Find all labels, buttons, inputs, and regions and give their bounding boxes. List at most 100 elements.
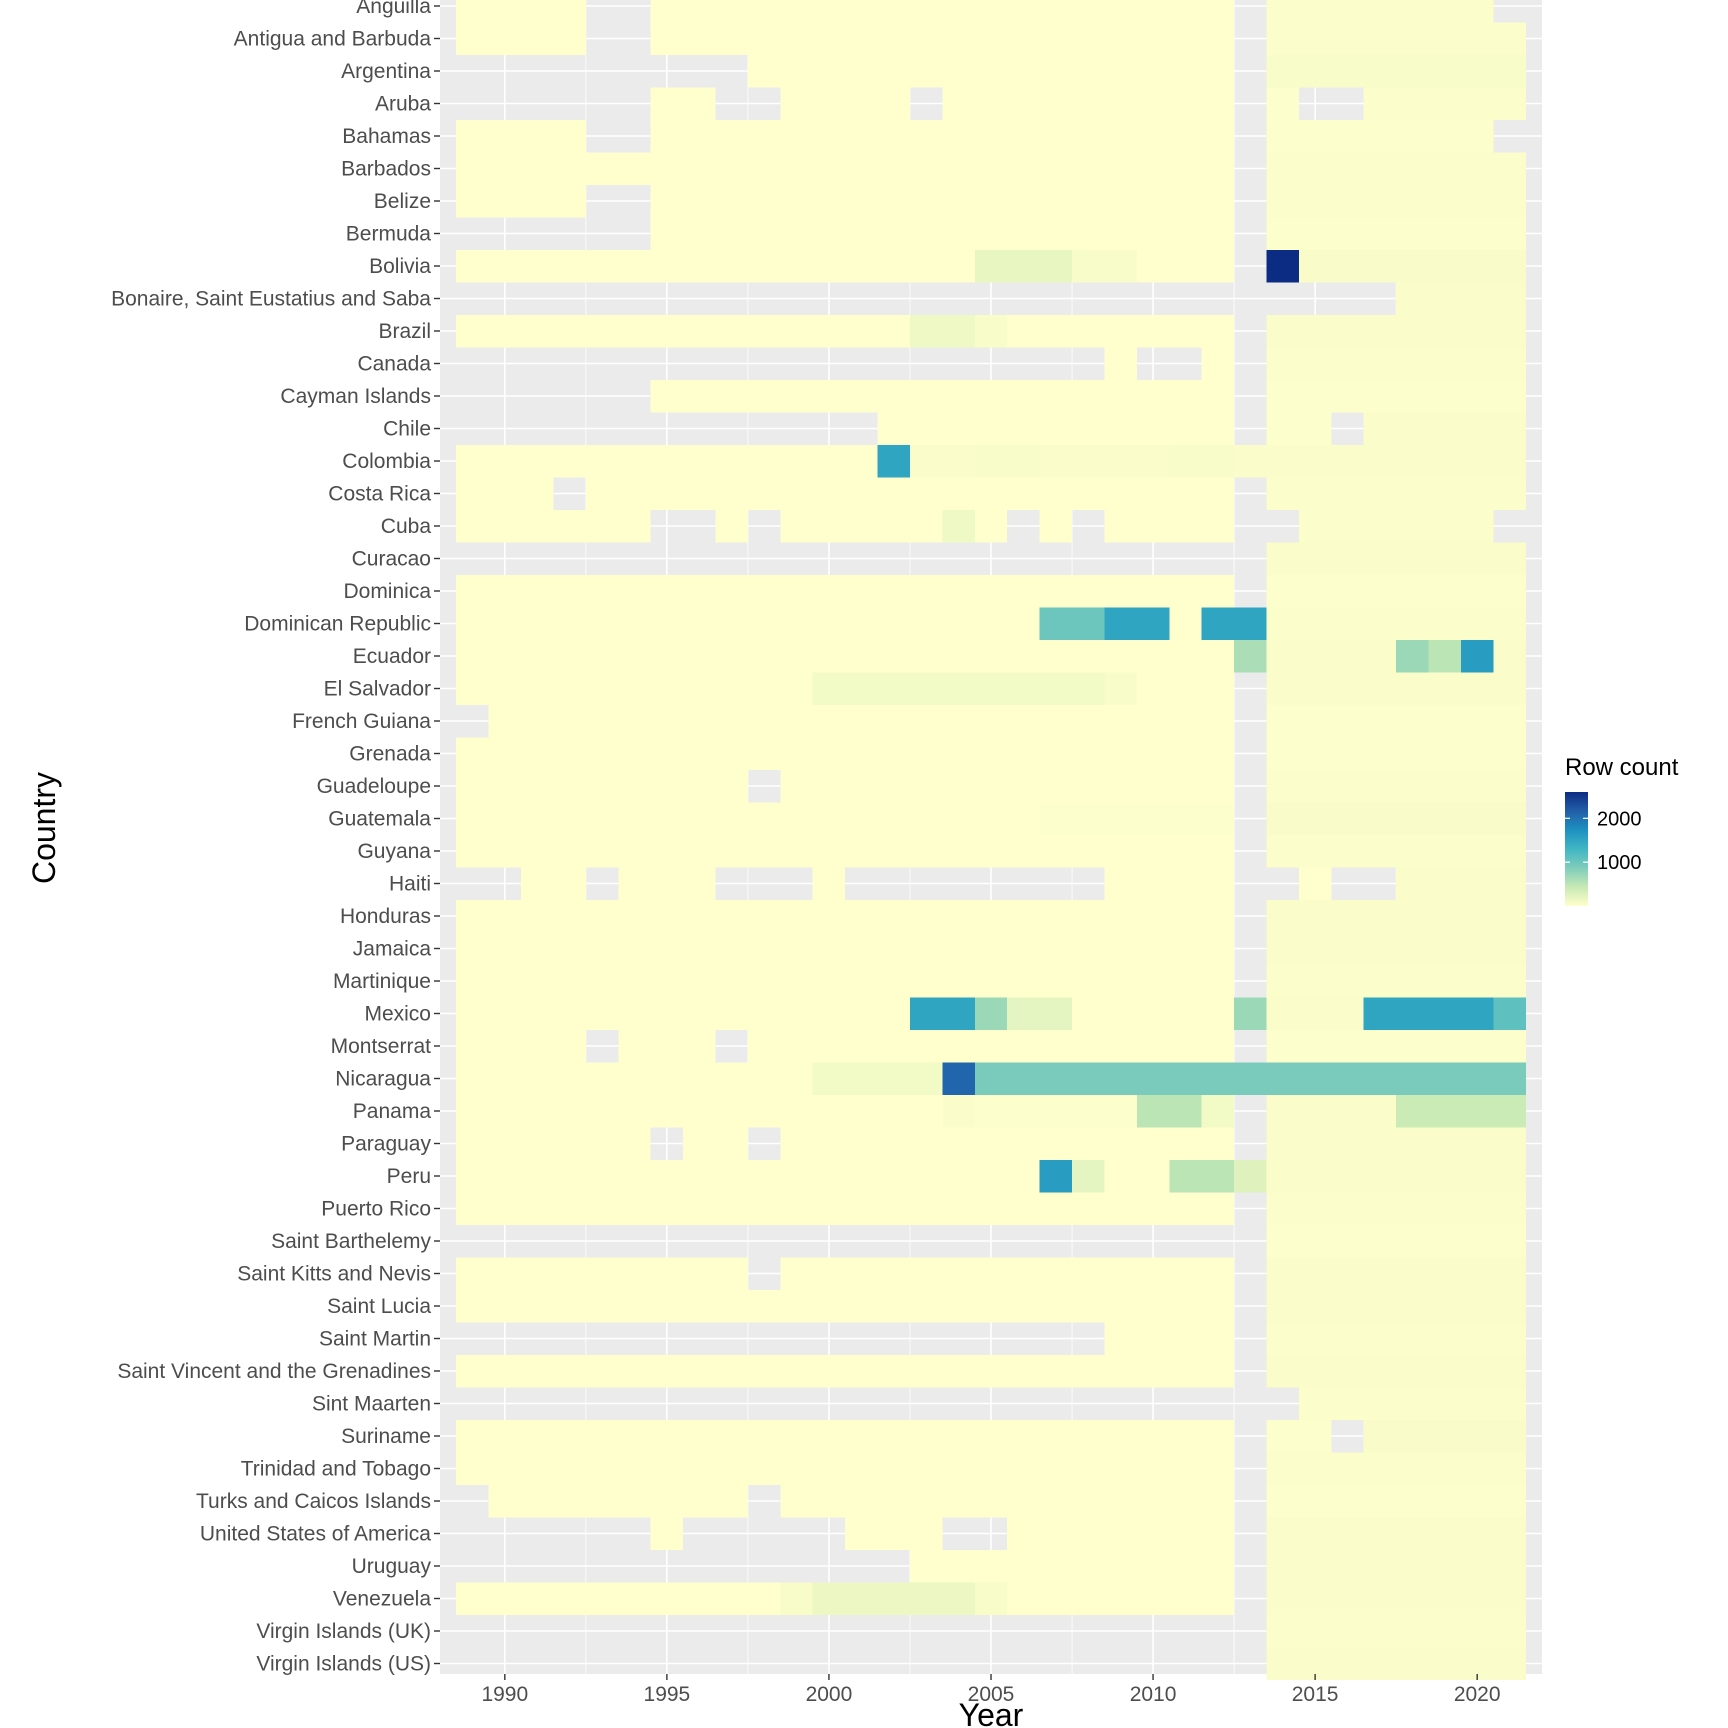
- heatmap-cell: [974, 314, 1008, 348]
- heatmap-cell: [521, 867, 586, 900]
- heatmap-cell: [456, 249, 975, 283]
- heatmap-cell: [650, 87, 716, 120]
- heatmap-cell: [618, 1029, 716, 1063]
- heatmap-cell: [942, 1094, 975, 1128]
- heatmap-cell: [1169, 607, 1202, 640]
- heatmap-cell: [456, 1029, 586, 1063]
- y-axis: Anguilla Antigua and Barbuda Argentina Arub…: [111, 0, 440, 1676]
- y-tick-label: Paraguay: [341, 1133, 431, 1156]
- heatmap-cell: [1072, 249, 1137, 283]
- y-tick-label: Trinidad and Tobago: [241, 1458, 431, 1481]
- heatmap-cell: [456, 607, 1040, 640]
- heatmap-cell: [1298, 509, 1494, 543]
- heatmap-cell: [456, 1062, 813, 1095]
- y-tick-label: Argentina: [341, 60, 431, 83]
- y-tick-label: Aruba: [375, 93, 431, 116]
- heatmap-cell: [942, 87, 1235, 120]
- heatmap-cell: [650, 0, 1235, 23]
- y-tick-label: French Guiana: [292, 710, 431, 733]
- heatmap-cell: [1234, 1159, 1267, 1193]
- heatmap-cell: [456, 802, 1040, 835]
- heatmap-cell: [1363, 1419, 1526, 1453]
- heatmap-cell: [585, 477, 1235, 510]
- heatmap-cell: [780, 1257, 1235, 1290]
- heatmap-cell: [683, 1127, 748, 1160]
- x-tick-label: 2020: [1454, 1683, 1501, 1706]
- heatmap-cell: [1039, 444, 1170, 478]
- y-tick-label: Antigua and Barbuda: [234, 28, 432, 51]
- y-tick-label: United States of America: [200, 1523, 431, 1546]
- heatmap-cell: [1266, 184, 1526, 218]
- heatmap-cell: [1104, 672, 1137, 705]
- heatmap-cell: [1039, 607, 1105, 640]
- heatmap-cell: [650, 22, 1235, 55]
- heatmap-cell: [1039, 802, 1235, 835]
- y-axis-title: Country: [26, 772, 62, 884]
- heatmap-cell: [456, 737, 1235, 770]
- heatmap-cell: [1266, 314, 1526, 348]
- heatmap-cell: [1266, 834, 1526, 868]
- heatmap-cell: [1266, 542, 1526, 575]
- heatmap-cell: [974, 1062, 1526, 1095]
- heatmap-cell: [456, 1192, 1235, 1225]
- heatmap-cell: [456, 1354, 1235, 1388]
- y-tick-label: Dominican Republic: [244, 613, 431, 636]
- heatmap-cell: [1266, 964, 1526, 998]
- heatmap-cell: [747, 54, 1235, 88]
- heatmap-cell: [974, 1094, 1137, 1128]
- y-tick-label: Saint Martin: [319, 1328, 431, 1351]
- heatmap-cell: [1234, 444, 1526, 478]
- heatmap-cell: [1266, 1159, 1526, 1193]
- heatmap-cell: [1266, 1257, 1526, 1290]
- y-tick-label: Sint Maarten: [312, 1393, 431, 1416]
- heatmap-cell: [650, 119, 1235, 153]
- heatmap-cell: [456, 834, 1235, 868]
- heatmap-cell: [1266, 1354, 1526, 1388]
- y-tick-label: El Salvador: [324, 678, 431, 701]
- heatmap-cell: [1039, 509, 1073, 543]
- y-tick-label: Turks and Caicos Islands: [196, 1490, 431, 1513]
- heatmap-cell: [812, 672, 1105, 705]
- heatmap-cell: [456, 1582, 781, 1615]
- heatmap-cell: [1396, 1094, 1526, 1128]
- heatmap-cell: [456, 477, 554, 510]
- heatmap-cell: [456, 509, 651, 543]
- y-tick-label: Cayman Islands: [280, 385, 431, 408]
- heatmap-cell: [1104, 1159, 1170, 1193]
- heatmap-cell: [650, 1517, 684, 1550]
- y-tick-label: Cuba: [381, 515, 432, 538]
- heatmap-cell: [1104, 1322, 1235, 1355]
- y-tick-label: Nicaragua: [335, 1068, 431, 1091]
- heatmap-cell: [1493, 997, 1526, 1030]
- heatmap-cell: [1266, 1484, 1526, 1518]
- heatmap-cell: [1136, 1094, 1202, 1128]
- heatmap-cell: [1266, 704, 1526, 738]
- heatmap-cell: [650, 184, 1235, 218]
- heatmap-cell: [1298, 867, 1332, 900]
- heatmap-cell: [1363, 412, 1526, 445]
- heatmap-cell: [1007, 997, 1073, 1030]
- x-axis-title: Year: [959, 1697, 1024, 1728]
- heatmap-cell: [456, 22, 586, 55]
- heatmap-cell: [1298, 249, 1526, 283]
- heatmap-cell: [1266, 119, 1494, 153]
- heatmap-cell: [974, 509, 1008, 543]
- y-tick-label: Barbados: [341, 158, 431, 181]
- heatmap-cell: [1266, 0, 1494, 23]
- heatmap-cell: [456, 1257, 748, 1290]
- x-tick-label: 2000: [806, 1683, 853, 1706]
- heatmap-cell: [1039, 1159, 1073, 1193]
- y-tick-label: Guadeloupe: [317, 775, 431, 798]
- heatmap-cell: [1072, 997, 1235, 1030]
- heatmap-cell: [1104, 607, 1170, 640]
- y-tick-label: Guatemala: [328, 808, 431, 831]
- y-tick-label: Ecuador: [353, 645, 431, 668]
- heatmap-cell: [1266, 932, 1526, 965]
- heatmap-cell: [1007, 314, 1235, 348]
- heatmap-cell: [456, 672, 813, 705]
- heatmap-cell: [909, 444, 975, 478]
- heatmap-cell: [1104, 509, 1235, 543]
- y-tick-label: Venezuela: [333, 1588, 431, 1611]
- heatmap-cell: [456, 0, 586, 23]
- x-tick-label: 1995: [644, 1683, 691, 1706]
